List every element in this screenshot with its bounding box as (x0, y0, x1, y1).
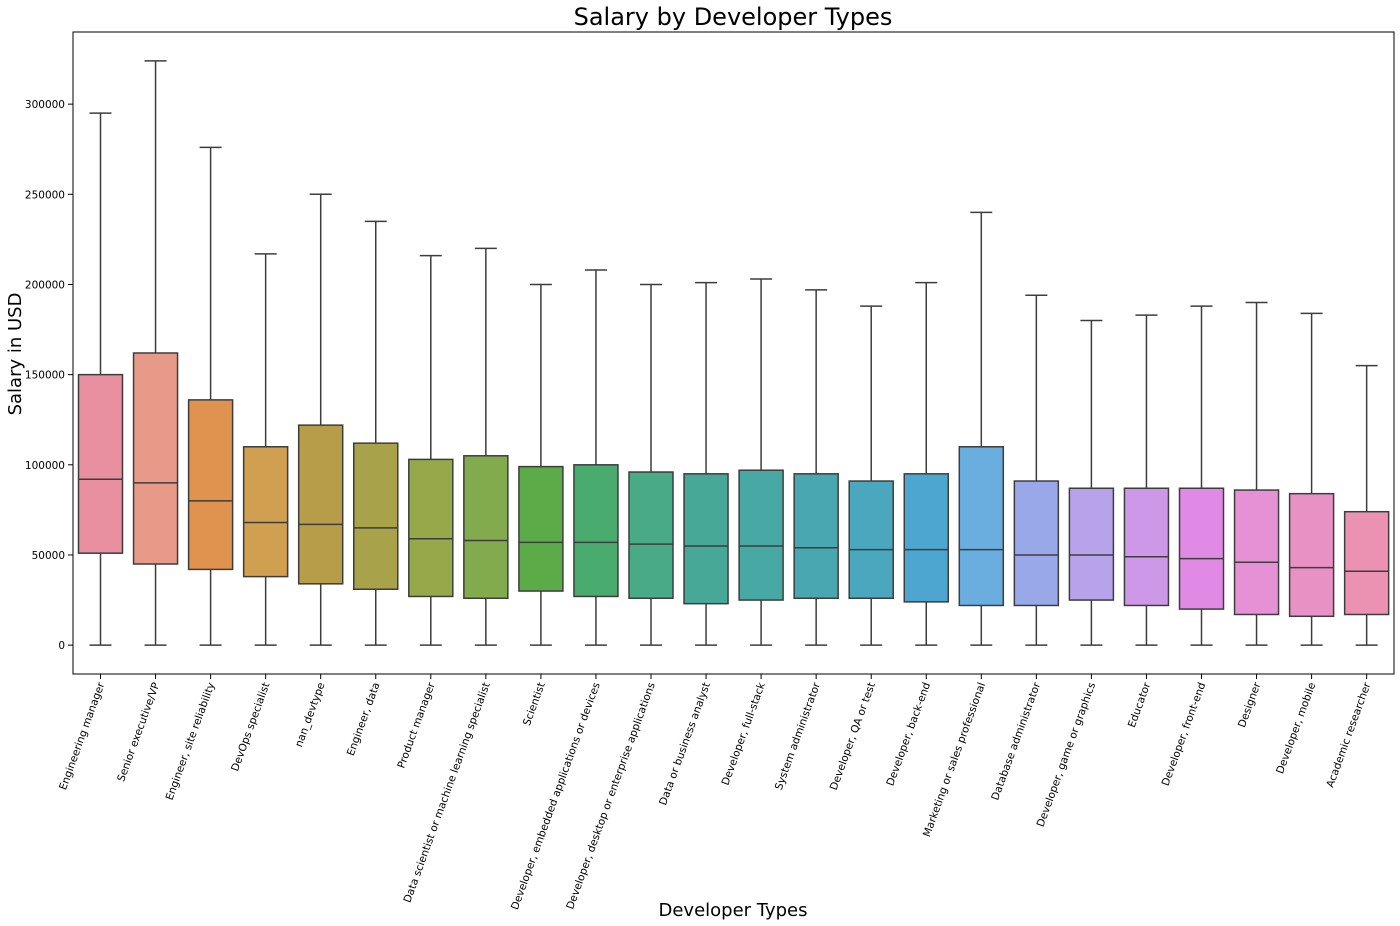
y-tick-label: 200000 (25, 279, 65, 291)
box-group (187, 146, 234, 646)
box-iqr (1068, 487, 1115, 601)
box-iqr (132, 352, 179, 565)
box-iqr (683, 473, 729, 605)
box-group (1178, 305, 1225, 646)
box-group (1123, 314, 1170, 646)
box-iqr (242, 446, 289, 578)
y-tick-label: 300000 (25, 99, 65, 111)
x-tick-label: Database administrator (989, 680, 1043, 802)
box-group (77, 112, 124, 646)
x-tick-label: Developer, front-end (1160, 681, 1209, 788)
box-iqr (628, 471, 674, 600)
chart-title: Salary by Developer Types (574, 3, 893, 31)
x-tick-label: Data or business analyst (657, 681, 713, 807)
box-group (1233, 301, 1280, 646)
box-group (1288, 312, 1335, 646)
y-tick-label: 150000 (25, 370, 65, 382)
x-tick-label: Product manager (395, 680, 437, 770)
x-tick-label: Senior executive/VP (115, 681, 162, 783)
box-group (353, 220, 399, 646)
box-group (628, 283, 674, 646)
y-tick-label: 250000 (25, 189, 65, 201)
box-iqr (463, 455, 509, 600)
box-iqr (297, 424, 344, 585)
box-group (463, 247, 509, 646)
box-group (683, 281, 729, 646)
x-tick-label: Academic researcher (1324, 680, 1373, 789)
box-iqr (518, 465, 564, 592)
box-group (573, 269, 619, 646)
box-iqr (903, 473, 949, 603)
box-group (1068, 319, 1115, 646)
box-group (1013, 294, 1060, 646)
box-iqr (77, 373, 124, 554)
y-tick-label: 0 (58, 640, 65, 652)
y-axis-label: Salary in USD (5, 293, 26, 416)
y-tick-label: 50000 (32, 550, 65, 562)
x-tick-label: nan_devtype (293, 681, 327, 749)
x-tick-label: Developer, QA or test (828, 681, 878, 792)
x-tick-label: Engineer, site reliability (164, 681, 218, 802)
box-group (958, 211, 1005, 646)
box-iqr (1178, 487, 1225, 610)
box-iqr (738, 469, 784, 601)
box-iqr (1233, 489, 1280, 616)
y-tick-label: 100000 (25, 460, 65, 472)
box-group (297, 193, 344, 646)
x-tick-label: Developer, full-stack (720, 680, 769, 787)
box-group (518, 283, 564, 646)
box-iqr (848, 480, 894, 600)
box-iqr (1013, 480, 1060, 607)
box-group (848, 305, 894, 646)
box-iqr (1123, 487, 1170, 607)
x-tick-label: Developer, mobile (1274, 681, 1318, 776)
box-iqr (1288, 492, 1335, 618)
box-iqr (573, 464, 619, 598)
x-tick-label: Developer, game or graphics (1035, 681, 1099, 829)
x-tick-label: Designer (1236, 680, 1264, 729)
x-axis-label: Developer Types (658, 900, 807, 921)
x-tick-label: Marketing or sales professional (921, 681, 988, 839)
box-iqr (1343, 510, 1390, 616)
box-group (738, 278, 784, 646)
x-tick-label: Engineering manager (57, 680, 107, 791)
x-tick-label: Educator (1126, 680, 1154, 729)
x-tick-label: Engineer, data (345, 681, 383, 758)
box-group (408, 254, 454, 646)
box-iqr (408, 458, 454, 598)
box-group (1343, 364, 1390, 646)
box-iqr (958, 446, 1005, 607)
box-iqr (187, 399, 234, 571)
box-iqr (353, 442, 399, 590)
x-tick-label: System administrator (773, 680, 823, 791)
box-group (242, 253, 289, 646)
x-tick-label: Developer, back-end (884, 681, 933, 788)
plot-area: 0 50000 100000 150000 200000 250000 300000 Engi… (25, 60, 1390, 912)
plot-frame (72, 31, 1395, 675)
box-group (793, 289, 839, 646)
box-group (132, 60, 179, 646)
x-tick-label: DevOps specialist (229, 681, 272, 773)
x-tick-label: Scientist (521, 681, 548, 727)
box-group (903, 281, 949, 646)
box-iqr (793, 473, 839, 600)
